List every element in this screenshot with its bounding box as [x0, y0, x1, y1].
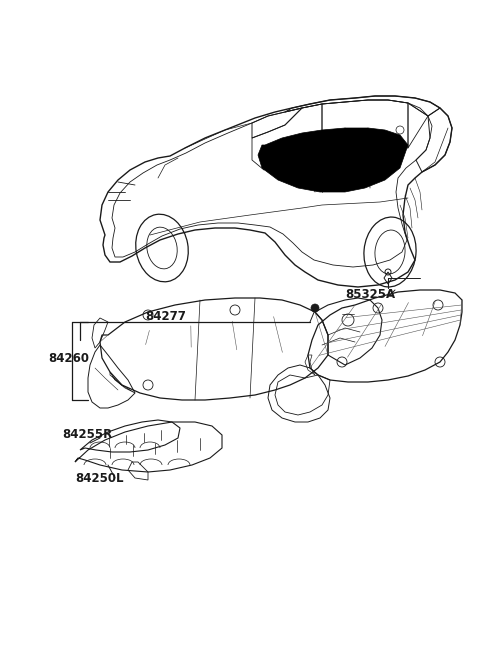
Text: 84277: 84277 — [145, 310, 186, 322]
Text: 85325A: 85325A — [345, 288, 395, 301]
Text: 84260: 84260 — [48, 352, 89, 364]
Ellipse shape — [136, 214, 188, 282]
Text: 84255R: 84255R — [62, 428, 112, 441]
Text: 84250L: 84250L — [75, 472, 123, 485]
Ellipse shape — [375, 230, 405, 274]
Polygon shape — [258, 128, 408, 192]
Circle shape — [311, 304, 319, 312]
Ellipse shape — [364, 217, 416, 287]
Ellipse shape — [147, 227, 177, 269]
